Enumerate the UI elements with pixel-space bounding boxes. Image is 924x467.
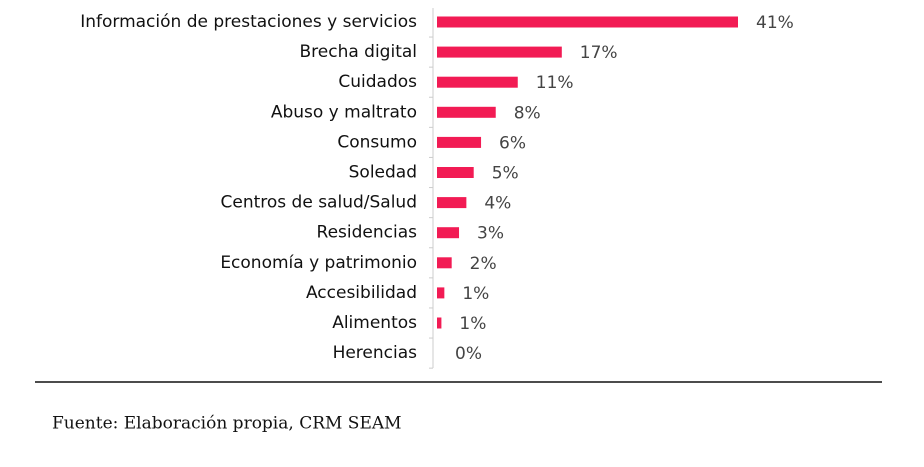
bar <box>437 106 496 118</box>
category-label: Brecha digital <box>299 42 417 62</box>
value-label: 1% <box>462 284 489 304</box>
bar <box>437 197 467 209</box>
value-label: 1% <box>459 314 486 334</box>
value-label: 41% <box>756 13 794 33</box>
bar <box>437 287 445 299</box>
value-label: 6% <box>499 133 526 153</box>
bar <box>437 227 460 239</box>
value-label: 4% <box>484 194 511 214</box>
category-label: Accesibilidad <box>306 283 417 303</box>
value-label: 5% <box>492 164 519 184</box>
source: Fuente: Elaboración propia, CRM SEAM <box>52 414 402 434</box>
bar <box>437 46 562 58</box>
value-label: 3% <box>477 224 504 244</box>
value-label: 8% <box>514 103 541 123</box>
bar <box>437 16 738 28</box>
category-label: Consumo <box>337 132 417 152</box>
category-label: Información de prestaciones y servicios <box>80 12 417 32</box>
category-label: Economía y patrimonio <box>220 253 417 273</box>
bar <box>437 257 452 269</box>
bar <box>437 167 474 178</box>
category-label: Abuso y maltrato <box>271 102 417 122</box>
category-label: Herencias <box>333 343 418 363</box>
category-label: Soledad <box>349 163 417 183</box>
value-label: 11% <box>536 73 574 93</box>
value-label: 0% <box>455 344 482 364</box>
value-label: 17% <box>580 43 618 63</box>
category-label: Centros de salud/Salud <box>221 193 418 213</box>
bar <box>437 136 482 148</box>
bar <box>437 76 518 88</box>
bar <box>437 317 442 329</box>
category-label: Alimentos <box>332 313 417 333</box>
category-label: Residencias <box>317 223 418 243</box>
value-label: 2% <box>470 254 497 274</box>
category-label: Cuidados <box>338 72 417 92</box>
